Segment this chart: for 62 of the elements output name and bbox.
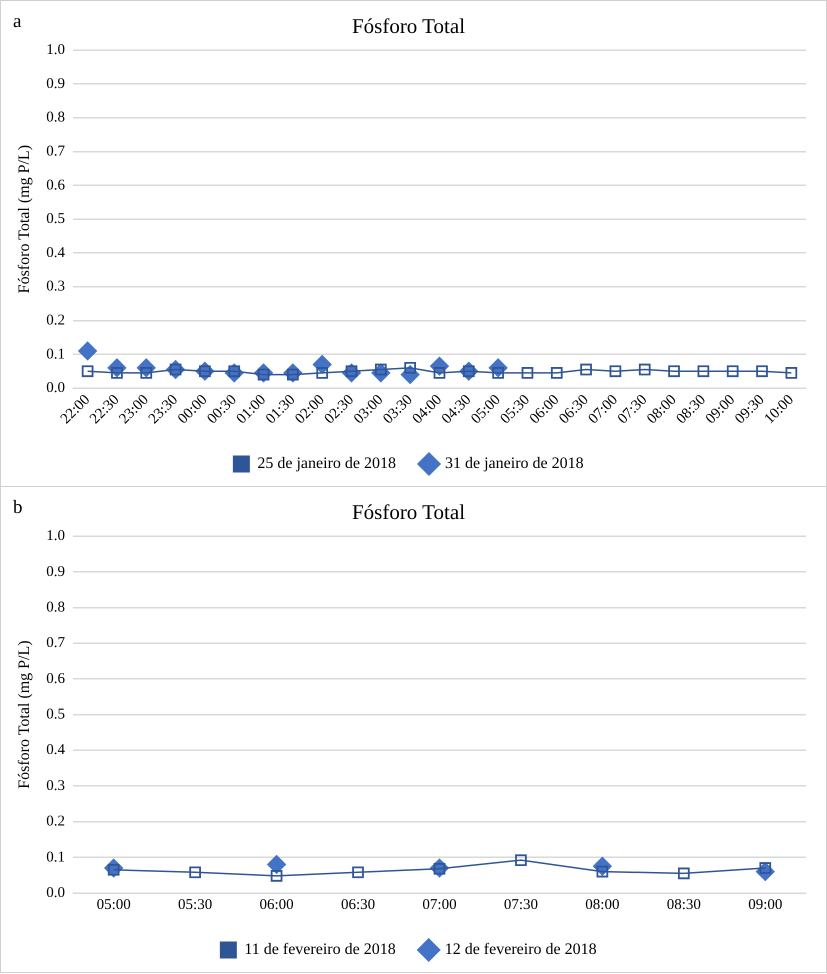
y-tick-label: 0.8	[46, 110, 65, 126]
point	[270, 870, 282, 882]
point	[756, 365, 768, 378]
x-tick-label: 05:30	[178, 896, 212, 913]
point	[522, 367, 534, 379]
y-tick-label: 0.2	[46, 814, 65, 830]
y-tick-label: 0.4	[46, 742, 66, 758]
point	[785, 367, 798, 379]
point	[515, 854, 527, 866]
text: a	[13, 11, 22, 33]
x-tick-label: 09:00	[748, 896, 782, 913]
y-tick-label: 0.7	[46, 144, 66, 160]
point	[610, 365, 622, 378]
legend-label: 11 de fevereiro de 2018	[244, 941, 396, 958]
x-tick-label: 08:00	[585, 896, 620, 913]
point	[78, 341, 98, 360]
point	[550, 367, 563, 379]
y-tick-label: 1.0	[46, 42, 65, 58]
legend-label: 25 de janeiro de 2018	[257, 455, 396, 472]
legend-label: 12 de fevereiro de 2018	[444, 941, 597, 958]
y-tick-label: 0.2	[46, 312, 65, 328]
x-tick-label: 07:00	[422, 896, 457, 913]
point	[189, 866, 201, 878]
text: b	[13, 497, 22, 519]
point	[580, 364, 592, 376]
y-tick-label: 0.4	[46, 244, 66, 261]
point	[352, 866, 364, 878]
y-tick-label: 0.3	[46, 778, 65, 794]
y-tick-label: 0.1	[46, 346, 65, 362]
y-tick-label: 0.7	[46, 635, 66, 652]
point	[316, 367, 328, 379]
y-tick-label: 0.5	[46, 706, 65, 723]
point	[82, 365, 94, 378]
point	[726, 365, 739, 378]
x-tick-label: 07:30	[504, 896, 538, 913]
chart-title: Fósforo Total	[352, 14, 466, 38]
y-axis-title: Fósforo Total (mg P/L)	[16, 144, 33, 294]
y-tick-label: 0.5	[46, 211, 65, 228]
x-tick-label: 06:00	[259, 896, 294, 913]
y-tick-label: 0.0	[46, 380, 65, 396]
point	[698, 365, 710, 378]
y-tick-label: 1.0	[46, 528, 65, 544]
y-tick-label: 0.3	[46, 278, 65, 295]
point	[638, 364, 651, 376]
point	[678, 868, 690, 880]
y-tick-label: 0.1	[46, 849, 65, 866]
legend-label: 31 de janeiro de 2018	[445, 455, 584, 472]
point	[267, 854, 286, 874]
y-tick-label: 0.9	[46, 76, 65, 92]
x-tick-label: 06:30	[340, 896, 376, 913]
chart-title: Fósforo Total	[352, 500, 466, 524]
y-axis-title: Fósforo Total (mg P/L)	[16, 640, 33, 789]
point	[404, 362, 416, 374]
x-tick-label: 08:30	[666, 896, 701, 913]
x-tick-label: 05:00	[96, 896, 131, 913]
point	[668, 365, 680, 378]
y-tick-label: 0.6	[46, 670, 66, 687]
y-tick-label: 0.8	[46, 599, 65, 616]
y-tick-label: 0.9	[46, 564, 65, 580]
point	[434, 367, 446, 379]
y-tick-label: 0.0	[46, 884, 65, 901]
y-tick-label: 0.6	[46, 177, 66, 194]
